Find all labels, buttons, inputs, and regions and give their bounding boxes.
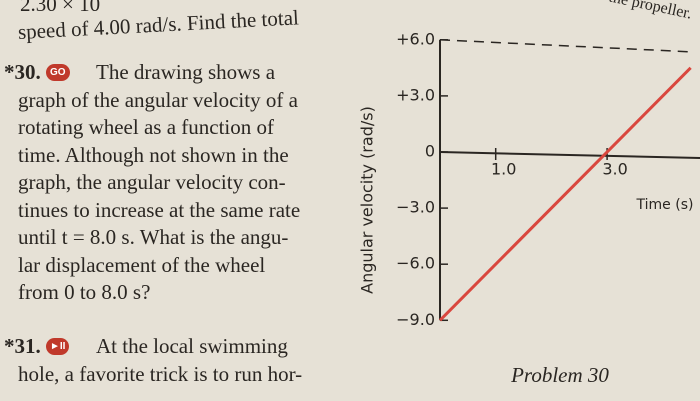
- y-tick-label: −6.0: [396, 254, 435, 273]
- text-line: The drawing shows a: [96, 60, 276, 84]
- text-line: until t = 8.0 s. What is the angu-: [18, 225, 289, 249]
- y-tick-label: −9.0: [396, 310, 435, 329]
- top-fragment: 2.30 × 10: [20, 0, 101, 16]
- badge: GO: [46, 64, 70, 81]
- text-line: rotating wheel as a function of: [18, 115, 274, 139]
- badge: ►II: [46, 338, 70, 355]
- reference-line: [439, 39, 691, 53]
- text-line: from 0 to 8.0 s?: [18, 280, 151, 304]
- text-line: time. Although not shown in the: [18, 142, 289, 167]
- y-tick-label: +3.0: [396, 85, 435, 104]
- problem-number: *30.: [4, 60, 41, 84]
- text-line: graph of the angular velocity of a: [18, 87, 298, 112]
- text-line: tinues to increase at the same rate: [18, 197, 301, 222]
- x-tick-label: 3.0: [602, 160, 627, 179]
- problem-number: *31.: [4, 334, 41, 358]
- y-axis-label: Angular velocity (rad/s): [358, 106, 377, 294]
- text-line: hole, a favorite trick is to run hor-: [18, 361, 303, 386]
- x-axis-label: Time (s): [636, 197, 694, 213]
- x-tick-label: 1.0: [491, 160, 516, 179]
- velocity-line: [438, 66, 692, 322]
- y-tick-label: 0: [425, 142, 435, 161]
- text-line: graph, the angular velocity con-: [18, 170, 286, 194]
- text-line: At the local swimming: [96, 334, 288, 358]
- y-tick-label: +6.0: [396, 29, 435, 48]
- y-tick-label: −3.0: [396, 198, 435, 217]
- x-axis: [439, 151, 700, 159]
- caption: Problem 30: [510, 363, 609, 387]
- text-line: lar displacement of the wheel: [18, 252, 266, 277]
